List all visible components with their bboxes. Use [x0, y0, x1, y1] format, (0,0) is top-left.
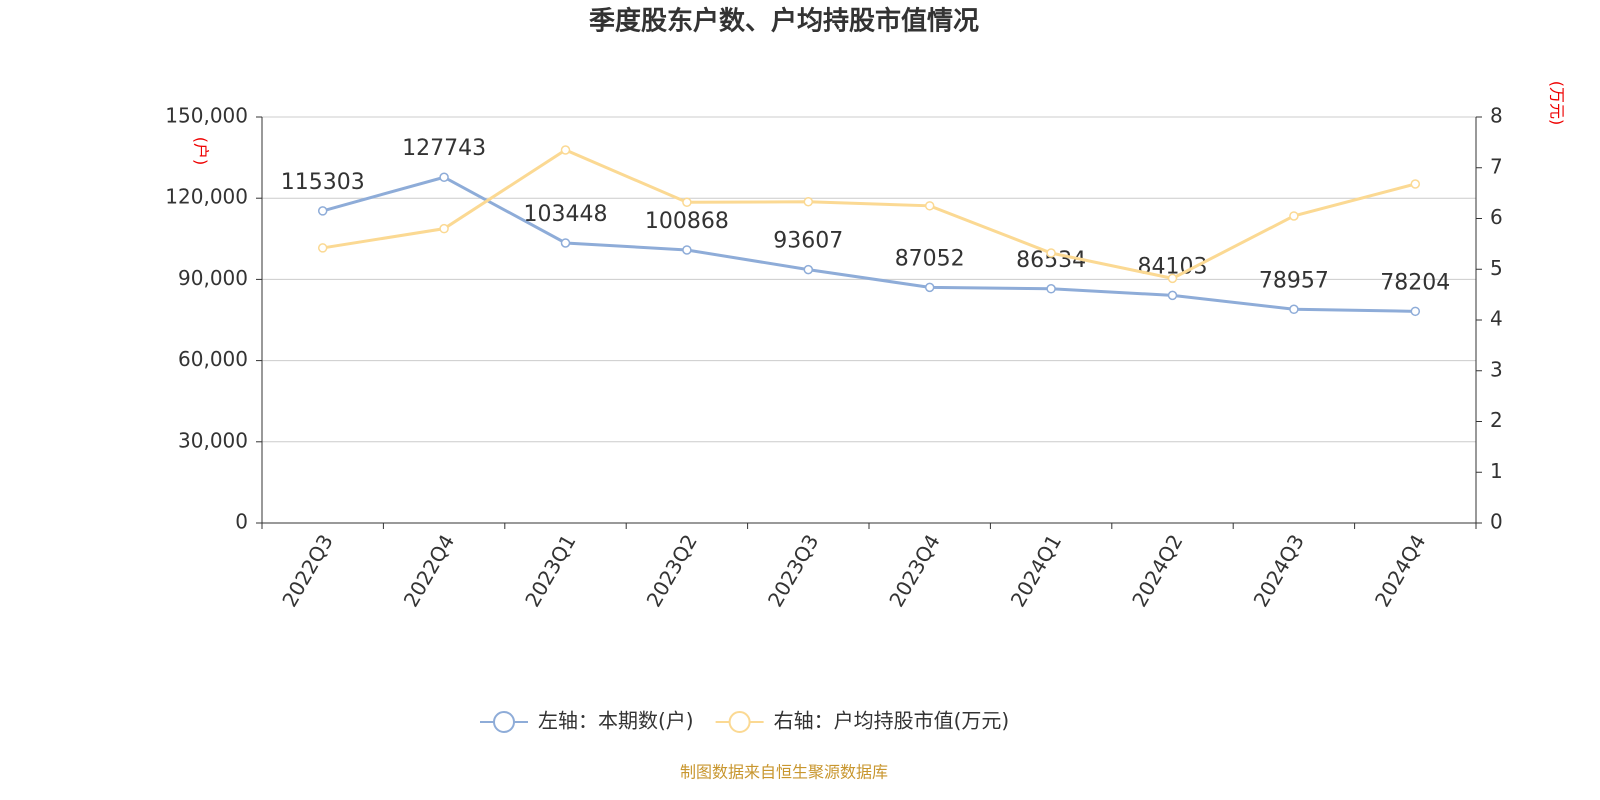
series-line — [322, 148, 1416, 280]
x-tick-label: 2023Q4 — [884, 530, 944, 611]
data-point — [439, 223, 449, 234]
y2-tick-label: 2 — [1490, 408, 1503, 432]
y-tick-label: 0 — [235, 510, 248, 534]
chart-title: 季度股东户数、户均持股市值情况 — [589, 6, 979, 37]
x-tick-label: 2023Q1 — [520, 530, 580, 611]
data-label: 78957 — [1259, 268, 1329, 293]
data-point — [1289, 211, 1299, 221]
data-point — [1167, 273, 1178, 284]
y2-tick-label: 7 — [1490, 154, 1503, 178]
data-point — [1046, 284, 1056, 294]
data-point — [439, 172, 449, 182]
x-tick-label: 2022Q3 — [277, 530, 337, 611]
legend-icon — [728, 711, 751, 733]
data-point — [1410, 306, 1421, 317]
x-tick-label: 2023Q2 — [642, 530, 702, 611]
y-tick-label: 30,000 — [178, 428, 248, 452]
y-tick-label: 120,000 — [165, 185, 248, 209]
x-tick-label: 2024Q1 — [1006, 530, 1066, 611]
y-unit: (户) — [192, 137, 211, 166]
data-label: 115303 — [281, 170, 365, 195]
data-point — [317, 206, 328, 216]
data-point — [924, 201, 935, 211]
x-tick-label: 2024Q4 — [1370, 530, 1430, 611]
y-tick-label: 150,000 — [165, 104, 248, 128]
x-tick-label: 2024Q2 — [1127, 530, 1187, 611]
data-point — [924, 282, 935, 293]
data-point — [1410, 179, 1421, 189]
y2-tick-label: 3 — [1490, 357, 1503, 381]
data-label: 78204 — [1380, 270, 1450, 295]
x-tick-label: 2023Q3 — [763, 530, 823, 611]
data-point — [803, 264, 814, 275]
data-label: 100868 — [645, 209, 729, 234]
data-point — [803, 197, 814, 207]
data-label: 93607 — [773, 229, 843, 254]
y2-tick-label: 1 — [1490, 459, 1503, 483]
series-line — [322, 175, 1416, 313]
y2-tick-label: 4 — [1490, 307, 1503, 331]
data-point — [1167, 290, 1178, 301]
y2-tick-label: 8 — [1490, 104, 1503, 128]
data-point — [682, 197, 692, 208]
y2-tick-label: 6 — [1490, 205, 1503, 229]
data-label: 127743 — [402, 136, 486, 161]
x-tick-label: 2022Q4 — [399, 530, 459, 611]
x-tick-label: 2024Q3 — [1249, 530, 1309, 611]
data-point — [560, 145, 571, 155]
data-label: 87052 — [895, 246, 965, 271]
data-point — [560, 238, 571, 248]
data-point — [1289, 304, 1299, 315]
y2-tick-label: 0 — [1490, 510, 1503, 534]
data-label: 103448 — [524, 202, 608, 227]
legend-label: 左轴：本期数(户) — [538, 709, 694, 733]
legend-label: 右轴：户均持股市值(万元) — [774, 709, 1010, 733]
y-tick-label: 60,000 — [178, 347, 248, 371]
data-point — [1046, 248, 1056, 258]
data-point — [682, 245, 692, 255]
data-point — [317, 243, 328, 253]
y2-tick-label: 5 — [1490, 256, 1503, 280]
y2-unit: (万元) — [1548, 81, 1567, 126]
legend-icon — [493, 711, 515, 733]
y-tick-label: 90,000 — [178, 266, 248, 290]
source-note: 制图数据来自恒生聚源数据库 — [680, 763, 888, 782]
